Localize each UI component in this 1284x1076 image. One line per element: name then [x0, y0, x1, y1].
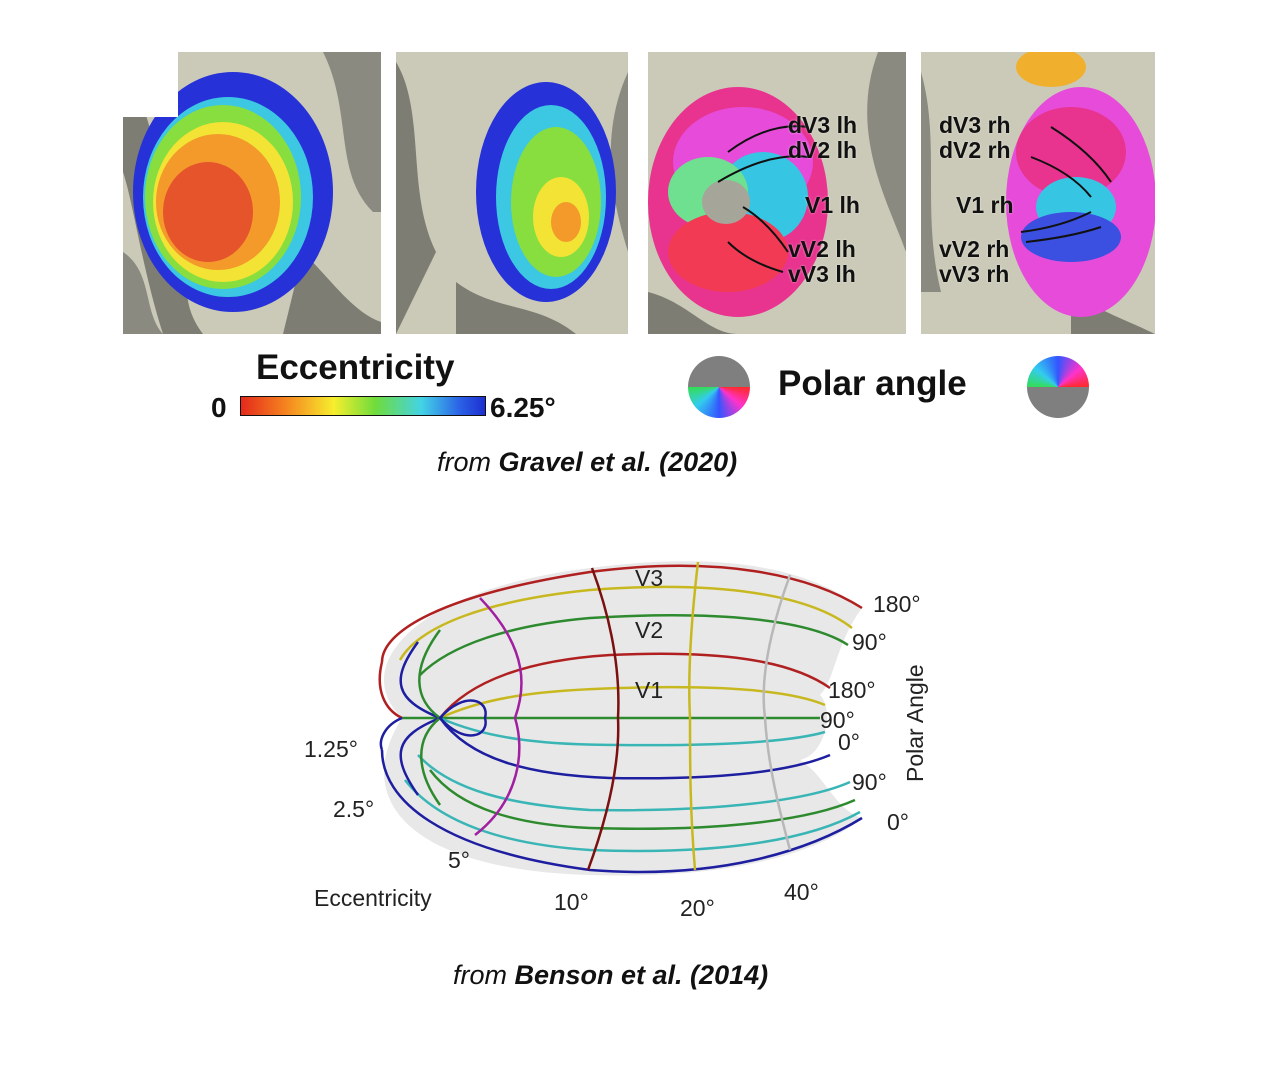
line-v2-ventral-cyan	[417, 754, 851, 812]
eccentricity-map-lh	[123, 52, 381, 334]
caption-benson: from Benson et al. (2014)	[453, 960, 768, 991]
eccentricity-color-bar	[240, 396, 486, 416]
area-label-vv3-rh: vV3 rh	[939, 261, 1010, 287]
iso-ecc-inner	[438, 699, 487, 737]
area-label-v1: V1	[635, 677, 663, 703]
eccentricity-legend-title: Eccentricity	[256, 348, 455, 387]
polar-angle-map-lh: dV3 lh dV2 lh V1 lh vV2 lh vV3 lh	[648, 52, 906, 334]
caption-gravel-source: Gravel et al. (2020)	[498, 447, 738, 477]
caption-gravel: from Gravel et al. (2020)	[437, 447, 737, 478]
boundary-v2-dorsal	[419, 614, 849, 676]
polar-angle-wheel-right	[1027, 356, 1089, 418]
area-label-vv3-lh: vV3 lh	[788, 261, 856, 287]
line-v1-cyan	[439, 716, 826, 747]
ecc-tick-1.25: 1.25°	[304, 736, 358, 762]
left-edge-lower	[379, 716, 403, 751]
eccentricity-legend-min: 0	[211, 392, 227, 423]
eccentricity-axis-title: Eccentricity	[314, 885, 432, 911]
polar-angle-legend-title: Polar angle	[778, 364, 967, 403]
polar-tick-2: 90°	[852, 629, 887, 655]
iso-ecc-40	[762, 574, 792, 851]
area-label-dv2-lh: dV2 lh	[788, 137, 858, 163]
area-label-dv3-rh: dV3 rh	[939, 112, 1011, 138]
ecc-tick-40: 40°	[784, 879, 819, 905]
area-label-v3: V3	[635, 565, 663, 591]
polar-tick-5: 0°	[838, 729, 860, 755]
left-edge-upper	[378, 661, 403, 720]
area-label-dv3-lh: dV3 lh	[788, 112, 858, 138]
area-label-vv2-lh: vV2 lh	[788, 236, 856, 262]
polar-tick-6: 90°	[852, 769, 887, 795]
ecc-tick-5: 5°	[448, 847, 470, 873]
line-v1-yellow	[439, 685, 826, 720]
ecc-tick-10: 10°	[554, 889, 589, 915]
polar-tick-3: 180°	[828, 677, 876, 703]
line-v3-ventral-cyan	[404, 779, 861, 853]
boundary-v3-dorsal	[380, 564, 863, 663]
boundary-v1-dorsal	[439, 652, 831, 719]
polar-angle-map-rh: dV3 rh dV2 rh V1 rh vV2 rh vV3 rh	[921, 52, 1155, 334]
caption-benson-source: Benson et al. (2014)	[514, 960, 769, 990]
eccentricity-map-rh	[396, 52, 628, 334]
eccentricity-legend-max: 6.25°	[490, 392, 556, 423]
polar-tick-4: 90°	[820, 707, 855, 733]
polar-angle-title: Polar Angle	[902, 664, 928, 782]
area-label-v1-rh: V1 rh	[956, 192, 1014, 218]
area-label-v1-lh: V1 lh	[805, 192, 860, 218]
caption-gravel-prefix: from	[437, 447, 491, 477]
ecc-tick-2.5: 2.5°	[333, 796, 374, 822]
iso-ecc-5	[474, 597, 523, 836]
iso-ecc-10	[586, 567, 620, 871]
area-label-v2: V2	[635, 617, 663, 643]
area-label-dv2-rh: dV2 rh	[939, 137, 1011, 163]
line-v3-dorsal-yellow	[398, 585, 853, 661]
ecc-tick-20: 20°	[680, 895, 715, 921]
boundary-v1-ventral	[438, 717, 831, 780]
caption-benson-prefix: from	[453, 960, 507, 990]
boundary-v3-ventral	[380, 749, 863, 874]
retinotopic-schematic: V3 V2 V1 180° 90° 180° 90° 0° 90° 0° Pol…	[304, 561, 928, 921]
polar-angle-wheel-left	[688, 356, 750, 418]
iso-ecc-20	[688, 561, 700, 871]
polar-tick-7: 0°	[887, 809, 909, 835]
area-label-vv2-rh: vV2 rh	[939, 236, 1010, 262]
polar-tick-1: 180°	[873, 591, 921, 617]
